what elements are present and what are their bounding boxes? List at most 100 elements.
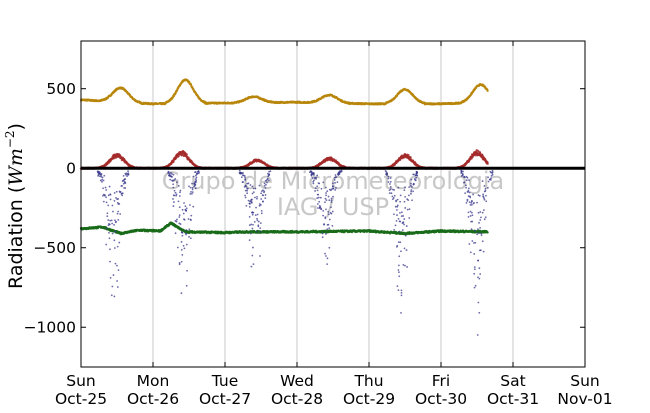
data-point [249,216,251,218]
data-point [124,182,126,184]
data-point [327,211,329,213]
data-point [265,187,267,189]
data-point [176,181,178,183]
data-point [396,209,398,211]
data-point [309,171,311,173]
data-point [407,199,409,201]
data-point [181,261,183,263]
data-point [325,198,327,200]
data-point [332,196,334,198]
data-point [118,203,120,205]
data-point [411,199,413,201]
data-point [482,240,484,242]
data-point [260,192,262,194]
data-point [326,190,328,192]
data-point [258,221,260,223]
data-point [332,186,334,188]
data-point [412,174,414,176]
data-point [254,221,256,223]
data-point [473,253,475,255]
data-point [401,292,403,294]
data-point [470,204,472,206]
data-point [317,194,319,196]
data-point [109,220,111,222]
data-point [186,207,188,209]
data-point [109,261,111,263]
data-point [464,192,466,194]
data-point [316,185,318,187]
data-point [117,219,119,221]
data-point [394,195,396,197]
data-point [398,255,400,257]
data-point [315,187,317,189]
data-point [264,197,266,199]
data-point [399,221,401,223]
data-point [398,264,400,266]
data-point [97,172,99,174]
data-point [176,194,178,196]
data-point [315,177,317,179]
data-point [410,183,412,185]
data-point [477,228,479,230]
data-point [480,233,482,235]
data-point [335,174,337,176]
data-point [415,174,417,176]
data-point [116,265,118,267]
data-point [179,195,181,197]
data-point [395,224,397,226]
data-point [105,189,107,191]
data-point [127,170,129,172]
data-point [397,199,399,201]
data-point [113,274,115,276]
data-point [190,219,192,221]
data-point [330,201,332,203]
data-point [194,183,196,185]
data-point [188,236,190,238]
data-point [408,186,410,188]
data-point [477,260,479,262]
data-point [260,231,262,233]
x-tick-label-date: Oct-25 [55,390,107,408]
data-point [107,219,109,221]
data-point [323,224,325,226]
data-point [485,200,487,202]
data-point [390,186,392,188]
data-point [193,176,195,178]
data-point [410,189,412,191]
data-point [478,212,480,214]
data-point [470,211,472,213]
data-point [332,188,334,190]
data-point [415,177,417,179]
data-point [97,170,99,172]
data-point [322,210,324,212]
data-point [466,179,468,181]
data-point [179,206,181,208]
data-point [462,175,464,177]
data-point [114,200,116,202]
data-point [322,215,324,217]
data-point [326,263,328,265]
data-point [183,218,185,220]
data-point [473,273,475,275]
data-point [410,191,412,193]
data-point [318,197,320,199]
data-point [397,187,399,189]
data-point [401,215,403,217]
data-point [478,222,480,224]
data-point [251,255,253,257]
data-point [404,207,406,209]
data-point [239,172,241,174]
data-point [398,241,400,243]
data-point [335,176,337,178]
data-point [410,185,412,187]
data-point [259,185,261,187]
data-point [332,182,334,184]
data-point [478,194,480,196]
data-point [468,188,470,190]
data-point [392,189,394,191]
data-point [484,185,486,187]
data-point [250,266,252,268]
data-point [110,277,112,279]
